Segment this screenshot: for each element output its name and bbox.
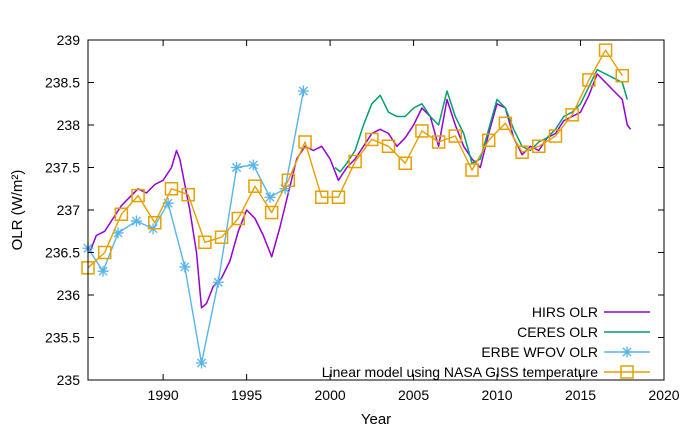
x-axis-label: Year (361, 411, 391, 428)
y-tick-label: 238 (57, 117, 81, 133)
legend: HIRS OLR CERES OLR ERBE WFOV OLR Linear mod… (322, 304, 650, 380)
data-point-square (582, 73, 596, 87)
data-point-square (214, 230, 229, 244)
data-point-square (615, 68, 630, 83)
data-point-square (248, 179, 262, 193)
series-ceres-olr (334, 68, 629, 173)
data-point-star (264, 191, 276, 203)
data-point-star (97, 265, 109, 277)
series-layer (81, 43, 632, 369)
y-tick-label: 235.5 (45, 330, 80, 346)
y-tick-label: 239 (57, 32, 81, 48)
data-point-square (448, 129, 463, 143)
series-line (87, 90, 305, 364)
data-point-star (231, 162, 243, 173)
data-point-square (548, 129, 563, 143)
series-linear-model-using-nasa-giss-temperature (81, 43, 630, 275)
data-point-square (515, 145, 529, 159)
legend-swatch-star (621, 346, 633, 358)
data-point-square (565, 108, 579, 122)
legend-swatch-square (620, 365, 634, 379)
data-point-square (465, 163, 479, 177)
y-tick-label: 237.5 (45, 160, 80, 176)
y-tick-label: 235 (57, 372, 81, 388)
legend-label: Linear model using NASA GISS temperature (322, 364, 598, 380)
y-tick-label: 236 (57, 287, 81, 303)
data-point-square (114, 207, 129, 221)
legend-label: CERES OLR (517, 324, 598, 340)
data-point-star (130, 215, 142, 227)
x-tick-label: 1995 (231, 387, 262, 403)
data-point-star (297, 85, 309, 97)
data-point-square (298, 135, 312, 149)
x-tick-label: 2015 (565, 387, 596, 403)
data-point-star (279, 183, 291, 195)
data-point-star (196, 357, 208, 369)
x-tick-label: 2000 (315, 387, 346, 403)
y-tick-label: 237 (57, 202, 81, 218)
data-point-square (481, 133, 496, 148)
data-point-star (112, 227, 124, 239)
y-tick-label: 236.5 (45, 245, 80, 261)
x-tick-label: 2020 (648, 387, 679, 403)
legend-label: ERBE WFOV OLR (481, 344, 598, 360)
data-point-square (381, 139, 396, 153)
data-point-star (212, 276, 224, 288)
y-tick-label: 238.5 (45, 75, 80, 91)
data-point-square (348, 154, 362, 169)
data-point-star (162, 197, 174, 209)
data-point-square (131, 188, 145, 203)
ticks-layer: 1990 1995 2000 2005 2010 2015 2020 235 235.5 236 2… (45, 32, 680, 403)
series-line (334, 68, 629, 173)
data-point-square (281, 173, 296, 187)
data-point-square (532, 139, 546, 153)
y-axis-label: OLR (W/m²) (9, 170, 26, 251)
data-point-square (314, 190, 329, 204)
data-point-square (198, 235, 212, 250)
data-point-star (179, 261, 191, 273)
data-point-square (97, 245, 112, 260)
legend-label: HIRS OLR (532, 304, 598, 320)
data-point-star (247, 159, 259, 171)
data-point-square (264, 205, 279, 220)
x-tick-label: 2010 (481, 387, 512, 403)
data-point-square (331, 190, 346, 204)
x-tick-label: 1990 (148, 387, 179, 403)
data-point-square (431, 135, 446, 149)
data-point-square (231, 211, 246, 226)
data-point-square (181, 187, 195, 202)
data-point-square (148, 216, 162, 230)
data-point-square (415, 124, 429, 138)
data-point-square (164, 182, 179, 196)
x-tick-label: 2005 (398, 387, 429, 403)
data-point-square (498, 116, 513, 131)
data-point-square (598, 43, 613, 57)
data-point-square (365, 132, 379, 147)
data-point-square (398, 156, 412, 170)
